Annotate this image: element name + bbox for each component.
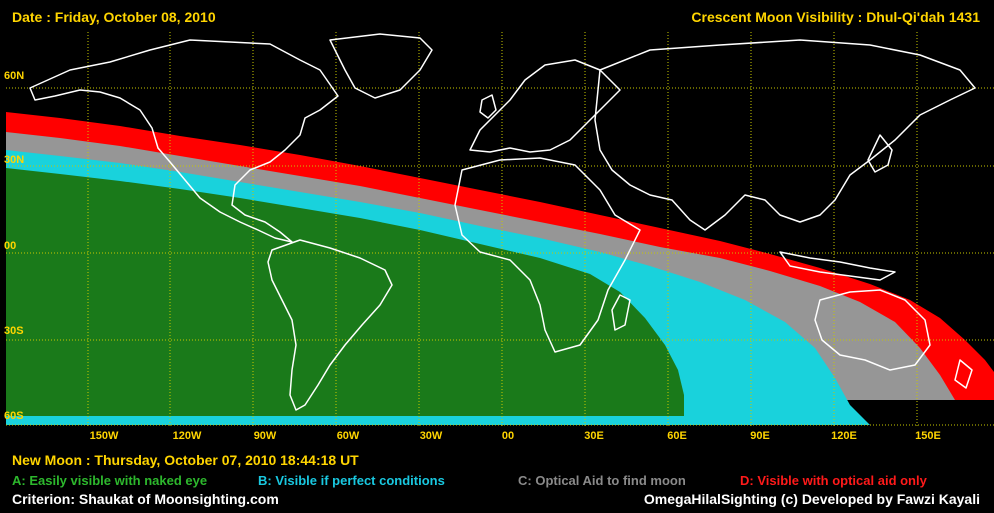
madagascar-outline	[611, 294, 631, 331]
lon-label-00: 00	[501, 430, 515, 442]
credit-text: OmegaHilalSighting (c) Developed by Fawz…	[643, 491, 980, 507]
australia-outline	[814, 289, 931, 371]
legend-b: B: Visible if perfect conditions	[258, 473, 445, 488]
criterion-text: Criterion: Shaukat of Moonsighting.com	[12, 491, 279, 507]
new-moon-time: New Moon : Thursday, October 07, 2010 18…	[12, 452, 359, 468]
map-date: Date : Friday, October 08, 2010	[12, 9, 216, 25]
lat-label-60s: 60S	[4, 410, 24, 422]
zone-a-green	[6, 168, 684, 416]
asia-outline	[594, 39, 976, 231]
europe-outline	[469, 59, 621, 153]
lon-label-30w: 30W	[419, 430, 443, 442]
lon-label-120w: 120W	[172, 430, 202, 442]
grid-lines	[6, 32, 994, 428]
indonesia-outline	[779, 251, 896, 281]
legend-c: C: Optical Aid to find moon	[518, 473, 686, 488]
legend-d: D: Visible with optical aid only	[740, 473, 927, 488]
lat-label-60n: 60N	[4, 70, 25, 82]
new-zealand-outline	[954, 359, 973, 389]
british-isles-outline	[479, 94, 497, 119]
lat-label-30s: 30S	[4, 325, 24, 337]
greenland-outline	[329, 33, 433, 99]
south-america-outline	[267, 239, 393, 411]
lon-label-60e: 60E	[667, 430, 687, 442]
lon-label-150e: 150E	[915, 430, 941, 442]
north-america-outline	[29, 39, 339, 243]
lon-label-120e: 120E	[831, 430, 857, 442]
lat-label-30n: 30N	[4, 154, 25, 166]
lon-label-60w: 60W	[336, 430, 360, 442]
africa-outline	[454, 157, 641, 353]
lon-label-90w: 90W	[253, 430, 277, 442]
continent-outlines	[29, 33, 976, 411]
legend-a: A: Easily visible with naked eye	[12, 473, 208, 488]
lat-label-00: 00	[4, 240, 17, 252]
lon-label-30e: 30E	[584, 430, 604, 442]
japan-outline	[867, 134, 893, 173]
lon-label-150w: 150W	[89, 430, 119, 442]
lon-label-90e: 90E	[750, 430, 770, 442]
map-title: Crescent Moon Visibility : Dhul-Qi'dah 1…	[691, 9, 980, 25]
